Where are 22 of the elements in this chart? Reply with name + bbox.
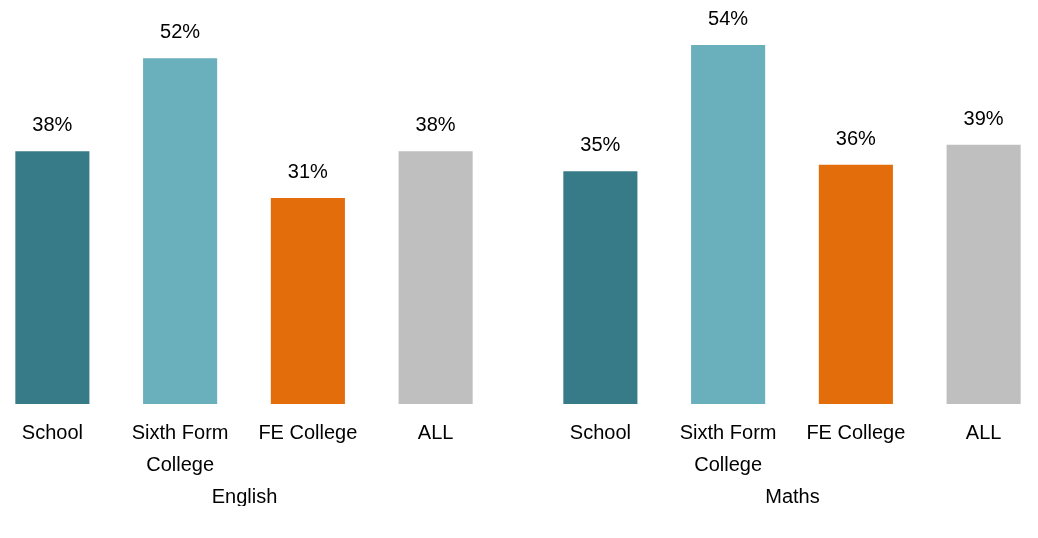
- bar: [946, 144, 1021, 404]
- x-tick-label: School: [21, 420, 83, 443]
- data-label: 39%: [963, 106, 1004, 129]
- x-tick-label: FE College: [806, 420, 906, 443]
- data-label: 31%: [287, 159, 329, 182]
- x-tick-label: ALL: [417, 420, 454, 443]
- data-label: 38%: [32, 113, 73, 136]
- bar: [563, 171, 638, 404]
- x-tick-label: Sixth Form College: [679, 420, 777, 475]
- x-tick-label: FE College: [258, 420, 358, 443]
- x-axis-title: English: [211, 484, 278, 507]
- data-label: 52%: [160, 20, 201, 43]
- bar: [691, 45, 766, 404]
- data-label: 54%: [708, 7, 749, 29]
- bar: [818, 164, 893, 404]
- data-label: 36%: [835, 126, 877, 149]
- x-axis-title: Maths: [765, 484, 820, 507]
- data-label: 38%: [415, 113, 456, 136]
- x-tick-label: Sixth Form College: [131, 420, 229, 475]
- data-label: 35%: [580, 133, 621, 156]
- x-tick-label: ALL: [965, 420, 1002, 443]
- x-tick-label: School: [569, 420, 631, 443]
